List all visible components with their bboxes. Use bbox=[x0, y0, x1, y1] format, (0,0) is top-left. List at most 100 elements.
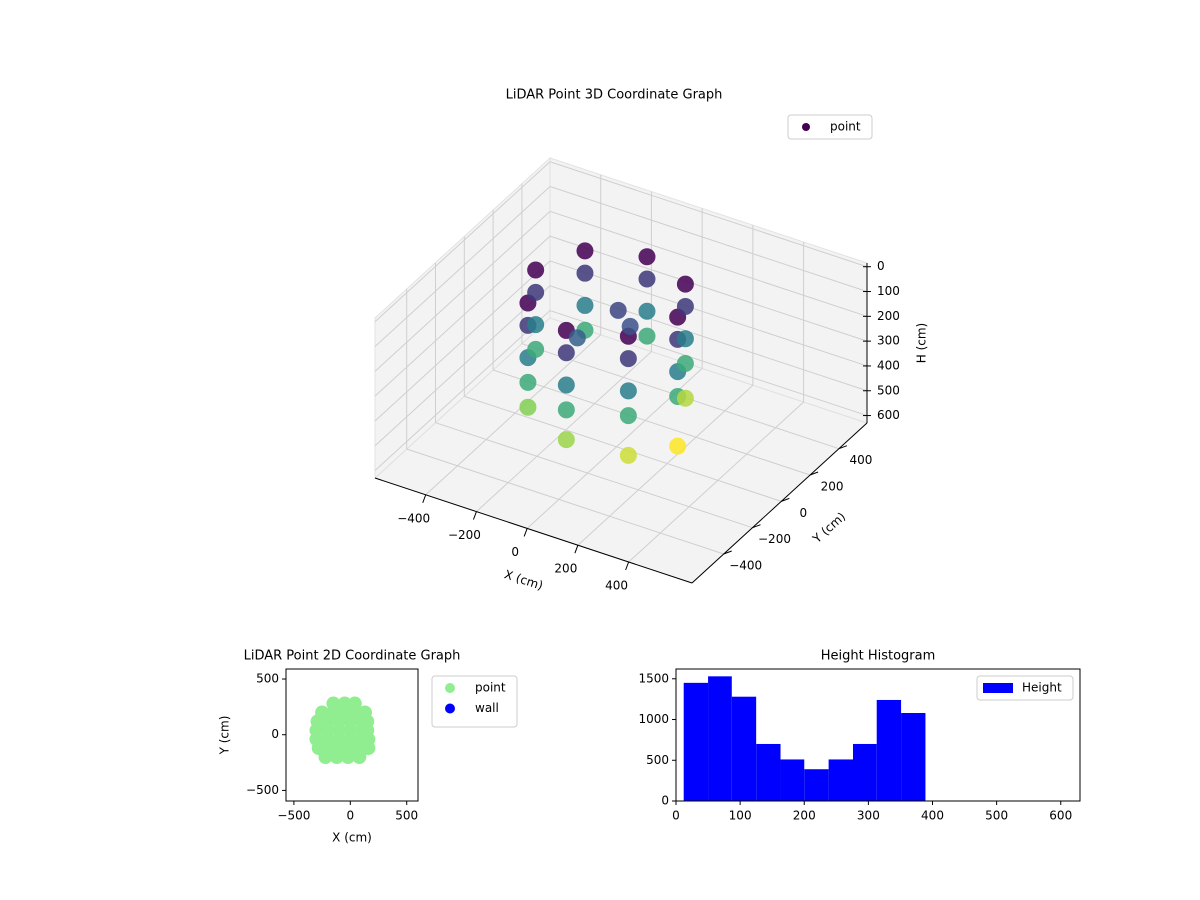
point bbox=[329, 750, 344, 764]
z-axis-label: H (cm) bbox=[915, 323, 929, 364]
tick-mark bbox=[838, 445, 848, 450]
grid-line bbox=[435, 422, 753, 529]
y-tick-label: 1000 bbox=[638, 712, 669, 726]
x-tick-label: −200 bbox=[448, 528, 481, 542]
point bbox=[669, 437, 687, 455]
grid-line bbox=[374, 285, 551, 447]
x-tick-label: 500 bbox=[985, 809, 1008, 823]
legend-box bbox=[976, 675, 1074, 701]
grid-line bbox=[374, 186, 551, 347]
grid-line bbox=[464, 395, 782, 502]
x-tick-label: 200 bbox=[554, 562, 577, 576]
grid-line bbox=[549, 210, 868, 317]
legend-box bbox=[787, 114, 873, 140]
plot-frame bbox=[675, 668, 1081, 802]
z-tick-label: 100 bbox=[877, 284, 900, 298]
x-tick-label: 200 bbox=[793, 809, 816, 823]
x-tick-label: 0 bbox=[346, 809, 354, 823]
x-tick-label: 100 bbox=[729, 809, 752, 823]
x-tick-label: −500 bbox=[277, 809, 310, 823]
bar bbox=[731, 696, 757, 801]
y-axis-label: Y (cm) bbox=[218, 716, 232, 756]
point bbox=[676, 275, 694, 293]
point bbox=[638, 270, 656, 288]
tick-mark bbox=[422, 494, 427, 503]
point bbox=[341, 750, 356, 764]
point bbox=[676, 389, 694, 407]
x-tick-label: 600 bbox=[1049, 809, 1072, 823]
y-tick-label: 0 bbox=[661, 794, 669, 808]
grid-line bbox=[549, 310, 868, 417]
grid-line bbox=[374, 310, 551, 471]
y-tick-label: 200 bbox=[821, 480, 844, 494]
grid-line bbox=[577, 384, 754, 546]
point bbox=[519, 398, 537, 416]
tick-mark bbox=[809, 471, 819, 476]
tick-mark bbox=[625, 561, 630, 571]
point bbox=[557, 401, 575, 419]
y-tick-label: 400 bbox=[849, 453, 872, 467]
z-tick-label: 500 bbox=[877, 383, 900, 397]
x-tick-label: 0 bbox=[672, 809, 680, 823]
grid-line bbox=[374, 260, 551, 422]
y-tick-label: −400 bbox=[729, 559, 762, 573]
grid-line bbox=[549, 186, 868, 293]
point bbox=[576, 296, 594, 314]
y-tick-label: −500 bbox=[246, 783, 279, 797]
point bbox=[557, 376, 575, 394]
chart-title: Height Histogram bbox=[821, 649, 936, 664]
grid-line bbox=[549, 235, 868, 342]
point bbox=[676, 330, 694, 348]
point bbox=[527, 283, 545, 301]
bar bbox=[828, 759, 853, 801]
legend-label: Height bbox=[1022, 681, 1062, 695]
tick-mark bbox=[781, 497, 790, 502]
point bbox=[638, 302, 656, 320]
bar bbox=[683, 682, 709, 801]
y-tick-label: −200 bbox=[758, 532, 791, 546]
tick-mark bbox=[723, 550, 732, 555]
point bbox=[576, 264, 594, 282]
legend-marker bbox=[802, 123, 810, 131]
bar bbox=[876, 699, 902, 801]
y-tick-label: 0 bbox=[271, 727, 279, 741]
bar bbox=[708, 676, 732, 801]
point bbox=[619, 350, 637, 368]
grid-line bbox=[425, 334, 602, 496]
y-tick-label: 500 bbox=[646, 753, 669, 767]
legend-label: point bbox=[475, 681, 506, 695]
point bbox=[527, 340, 545, 358]
chart-title: LiDAR Point 2D Coordinate Graph bbox=[244, 649, 461, 664]
x-tick-label: 300 bbox=[857, 809, 880, 823]
y-tick-label: 500 bbox=[256, 672, 279, 686]
x-tick-label: 400 bbox=[605, 579, 628, 593]
y-axis-line bbox=[691, 422, 868, 584]
z-tick-label: 0 bbox=[877, 259, 885, 273]
bar bbox=[804, 769, 829, 801]
point bbox=[638, 327, 656, 345]
point bbox=[621, 317, 639, 335]
bar bbox=[852, 743, 877, 801]
x-tick-label: −400 bbox=[397, 511, 430, 525]
y-tick-label: 0 bbox=[799, 506, 807, 520]
grid-line bbox=[628, 401, 804, 563]
point bbox=[619, 382, 637, 400]
point bbox=[619, 446, 637, 464]
point bbox=[527, 316, 545, 334]
tick-mark bbox=[574, 545, 579, 554]
point bbox=[676, 297, 694, 315]
legend-label: point bbox=[830, 120, 861, 134]
z-tick-label: 200 bbox=[877, 309, 900, 323]
point bbox=[619, 407, 637, 425]
point bbox=[557, 431, 575, 449]
z-tick-label: 300 bbox=[877, 334, 900, 348]
chart-title: LiDAR Point 3D Coordinate Graph bbox=[506, 88, 723, 103]
grid-line bbox=[374, 161, 551, 323]
x-tick-label: 400 bbox=[921, 809, 944, 823]
point bbox=[638, 248, 656, 266]
tick-mark bbox=[523, 528, 528, 537]
grid-line bbox=[374, 210, 551, 372]
point bbox=[527, 261, 545, 279]
legend-label: wall bbox=[475, 701, 499, 715]
